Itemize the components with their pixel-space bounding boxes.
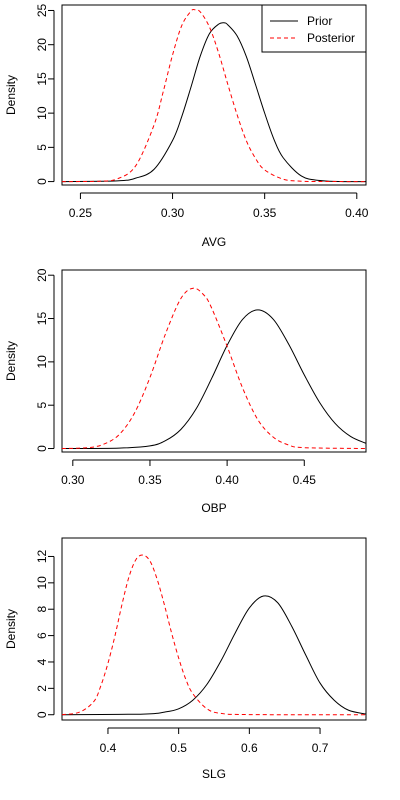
y-tick-label: 6 bbox=[35, 632, 49, 639]
y-tick-label: 10 bbox=[35, 355, 49, 369]
x-tick-label: 0.35 bbox=[138, 473, 162, 487]
y-tick-label: 8 bbox=[35, 606, 49, 613]
legend-box bbox=[261, 4, 367, 53]
x-tick-label: 0.7 bbox=[312, 741, 329, 755]
x-tick-label: 0.30 bbox=[161, 206, 185, 220]
series-line-prior bbox=[62, 595, 366, 716]
y-tick-label: 0 bbox=[35, 178, 49, 185]
x-tick-label: 0.6 bbox=[241, 741, 258, 755]
y-tick-label: 5 bbox=[35, 144, 49, 151]
x-tick-label: 0.5 bbox=[170, 741, 187, 755]
y-tick-label: 12 bbox=[35, 549, 49, 563]
y-tick-label: 25 bbox=[35, 3, 49, 17]
x-axis-label: AVG bbox=[202, 235, 226, 249]
series-line-prior bbox=[62, 22, 366, 183]
y-tick-label: 4 bbox=[35, 658, 49, 665]
y-tick-label: 5 bbox=[35, 402, 49, 409]
y-axis-label: Density bbox=[4, 609, 18, 649]
plot-frame bbox=[61, 269, 367, 453]
y-tick-label: 20 bbox=[35, 268, 49, 282]
chart-panel-2: 0.30 0.35 0.40 0.45 0 5 10 15 20 OBP Density bbox=[4, 268, 367, 515]
x-tick-label: 0.30 bbox=[61, 473, 85, 487]
chart-panel-1: 0.25 0.30 0.35 0.40 0 5 10 15 20 25 AVG Density Prio… bbox=[4, 3, 369, 249]
y-tick-label: 2 bbox=[35, 685, 49, 692]
x-tick-label: 0.35 bbox=[253, 206, 277, 220]
legend-label: Prior bbox=[307, 14, 332, 28]
series-line-posterior bbox=[62, 287, 366, 450]
y-tick-label: 15 bbox=[35, 312, 49, 326]
x-axis-label: SLG bbox=[202, 767, 226, 781]
series-line-posterior bbox=[62, 8, 366, 183]
y-tick-label: 10 bbox=[35, 106, 49, 120]
series-line-posterior bbox=[62, 554, 366, 716]
y-tick-label: 15 bbox=[35, 72, 49, 86]
y-tick-label: 0 bbox=[35, 711, 49, 718]
x-axis-label: OBP bbox=[201, 501, 226, 515]
x-tick-label: 0.4 bbox=[100, 741, 117, 755]
y-tick-label: 20 bbox=[35, 38, 49, 52]
series-line-prior bbox=[62, 309, 366, 450]
chart-legend: Prior Posterior bbox=[261, 4, 367, 53]
x-tick-label: 0.25 bbox=[69, 206, 93, 220]
y-axis-label: Density bbox=[4, 75, 18, 115]
x-tick-label: 0.45 bbox=[293, 473, 317, 487]
legend-label: Posterior bbox=[307, 31, 355, 45]
x-tick-label: 0.40 bbox=[215, 473, 239, 487]
plot-frame bbox=[61, 537, 367, 721]
x-tick-label: 0.40 bbox=[345, 206, 369, 220]
plot-frame bbox=[61, 4, 367, 186]
chart-panel-3: 0.4 0.5 0.6 0.7 0 2 4 6 8 10 12 SLG Density bbox=[4, 537, 367, 781]
y-axis-label: Density bbox=[4, 341, 18, 381]
y-tick-label: 10 bbox=[35, 576, 49, 590]
y-tick-label: 0 bbox=[35, 445, 49, 452]
